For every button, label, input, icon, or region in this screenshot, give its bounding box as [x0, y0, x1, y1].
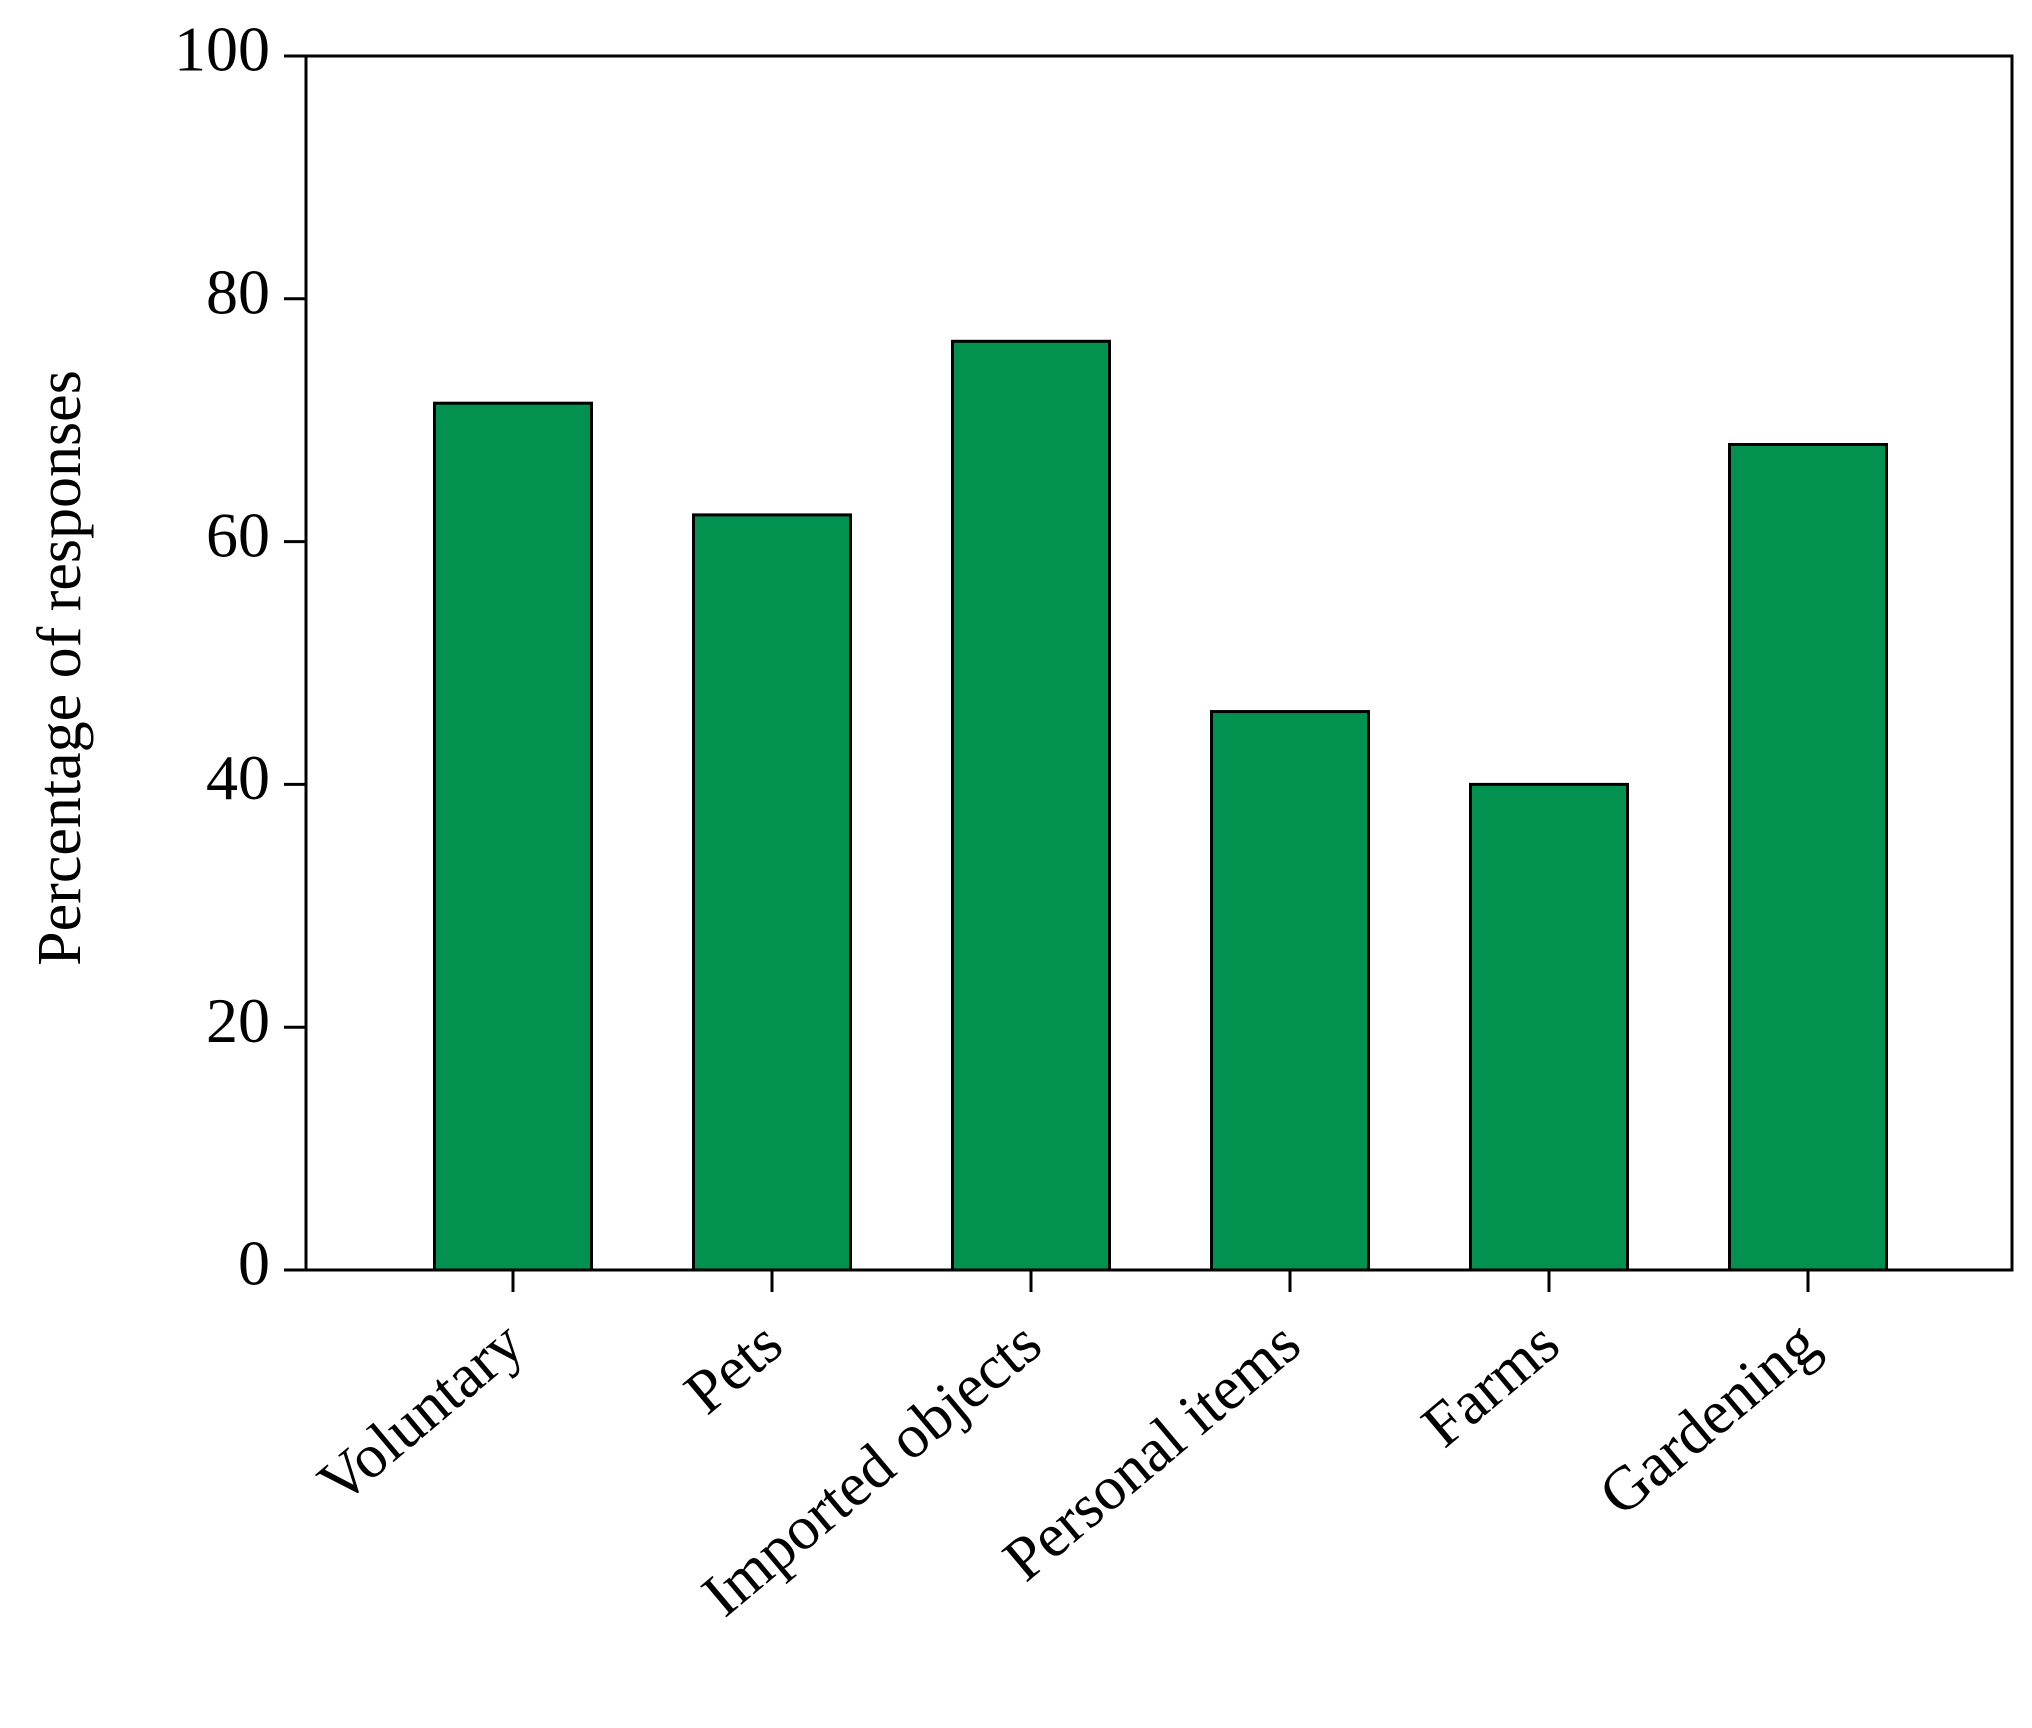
bar: [951, 339, 1111, 1272]
x-tick-label: Pets: [672, 1309, 795, 1428]
y-tick-label: 60: [206, 499, 270, 570]
x-tick-label: Farms: [1410, 1309, 1572, 1461]
y-tick-label: 20: [206, 985, 270, 1056]
x-tick-label: Voluntary: [306, 1309, 536, 1518]
bar: [1728, 442, 1888, 1272]
bar: [692, 513, 852, 1272]
x-tick-label: Gardening: [1587, 1309, 1831, 1529]
y-tick-label: 40: [206, 742, 270, 813]
axes-frame: [304, 54, 2014, 1272]
bar: [1469, 782, 1629, 1272]
bar: [433, 401, 593, 1272]
y-tick-label: 80: [206, 256, 270, 327]
y-axis-label: Percentage of responses: [26, 370, 94, 966]
bar: [1210, 710, 1370, 1272]
y-tick-label: 100: [174, 14, 270, 85]
y-tick-label: 0: [238, 1228, 270, 1299]
